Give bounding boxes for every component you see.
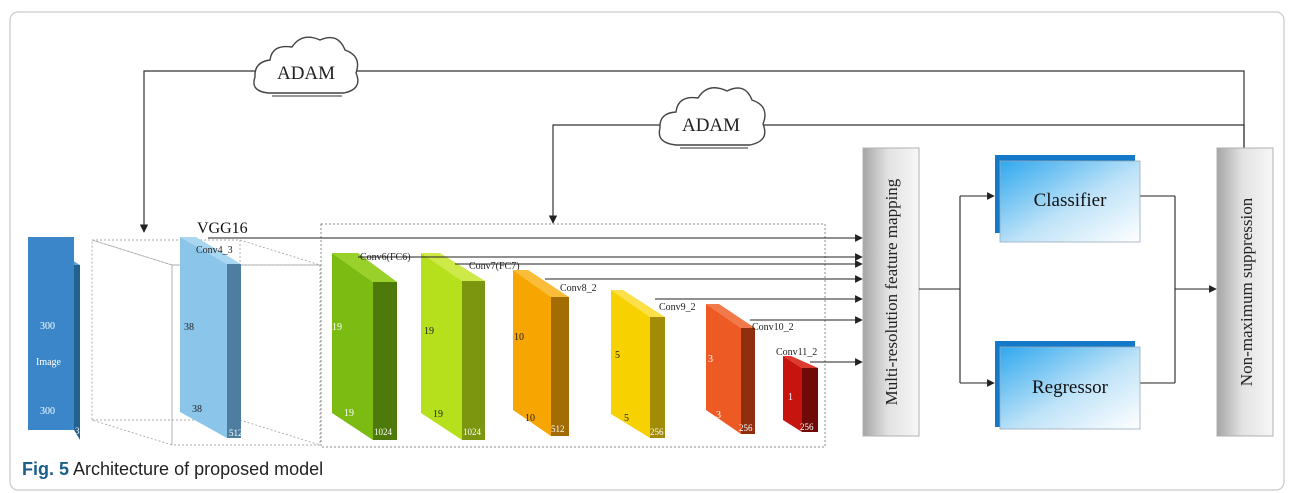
conv11-2-name: Conv11_2 xyxy=(776,347,817,358)
figure-caption-text: Architecture of proposed model xyxy=(73,459,324,479)
conv4-3-slab: Conv4_3 38 38 512 xyxy=(180,237,243,438)
input-channels: 3 xyxy=(75,426,80,436)
extra-layers-box xyxy=(320,223,826,448)
conv9-2-channels: 256 xyxy=(650,427,664,437)
conv9-2-height: 5 xyxy=(615,350,620,361)
conv7-slab: Conv7(FC7) 19 19 1024 xyxy=(421,253,520,440)
conv10-2-name: Conv10_2 xyxy=(752,322,794,333)
conv10-2-height: 3 xyxy=(708,354,713,365)
conv10-2-slab: Conv10_2 3 3 256 xyxy=(706,304,794,434)
conv11-2-height: 1 xyxy=(788,392,793,403)
input-height: 300 xyxy=(40,321,55,332)
input-label: Image xyxy=(36,357,62,368)
conv6-width: 19 xyxy=(344,408,354,419)
conv11-2-slab: Conv11_2 1 256 xyxy=(776,347,818,432)
conv11-2-channels: 256 xyxy=(800,422,814,432)
conv6-height: 19 xyxy=(332,322,342,333)
conv8-2-height: 10 xyxy=(514,332,524,343)
conv6-channels: 1024 xyxy=(374,427,393,437)
conv10-2-channels: 256 xyxy=(739,423,753,433)
figure-number: Fig. 5 xyxy=(22,459,70,479)
conv9-2-slab: Conv9_2 5 5 256 xyxy=(611,290,696,438)
adam-feedback-inner xyxy=(548,124,1245,224)
feature-arrows xyxy=(208,234,863,366)
conv4-3-channels: 512 xyxy=(229,428,243,438)
conv4-3-height: 38 xyxy=(184,322,194,333)
input-width: 300 xyxy=(40,406,55,417)
conv4-3-name: Conv4_3 xyxy=(196,245,233,256)
conv7-height: 19 xyxy=(424,326,434,337)
classifier-label: Classifier xyxy=(1034,190,1107,211)
conv9-2-width: 5 xyxy=(624,413,629,424)
figure-caption: Fig. 5 Architecture of proposed model xyxy=(22,459,323,480)
adam-label-1: ADAM xyxy=(277,63,335,84)
conv6-slab: Conv6(FC6) 19 19 1024 xyxy=(332,252,411,440)
adam-label-2: ADAM xyxy=(682,115,740,136)
conv7-width: 19 xyxy=(433,409,443,420)
conv8-2-width: 10 xyxy=(525,413,535,424)
conv8-2-slab: Conv8_2 10 10 512 xyxy=(513,270,597,436)
panel-border xyxy=(9,11,1285,491)
head-connections xyxy=(919,192,1217,387)
adam-cloud-1: ADAM xyxy=(253,36,359,97)
feature-mapping-label: Multi-resolution feature mapping xyxy=(882,178,901,405)
conv7-channels: 1024 xyxy=(463,427,482,437)
backbone-label: VGG16 xyxy=(197,220,248,237)
input-image-slab: 300 Image 300 3 xyxy=(28,237,80,440)
adam-feedback-outer xyxy=(139,70,1245,233)
classifier-block: Classifier xyxy=(995,155,1141,243)
conv10-2-width: 3 xyxy=(716,410,721,421)
conv9-2-name: Conv9_2 xyxy=(659,302,696,313)
conv4-3-width: 38 xyxy=(192,404,202,415)
regressor-block: Regressor xyxy=(995,341,1141,430)
conv8-2-channels: 512 xyxy=(551,424,565,434)
nms-block: Non-maximum suppression xyxy=(1216,147,1274,437)
conv7-name: Conv7(FC7) xyxy=(469,261,520,272)
regressor-label: Regressor xyxy=(1032,377,1109,398)
feature-mapping-block: Multi-resolution feature mapping xyxy=(862,147,920,437)
conv8-2-name: Conv8_2 xyxy=(560,283,597,294)
adam-cloud-2: ADAM xyxy=(658,87,766,149)
nms-label: Non-maximum suppression xyxy=(1237,197,1256,386)
